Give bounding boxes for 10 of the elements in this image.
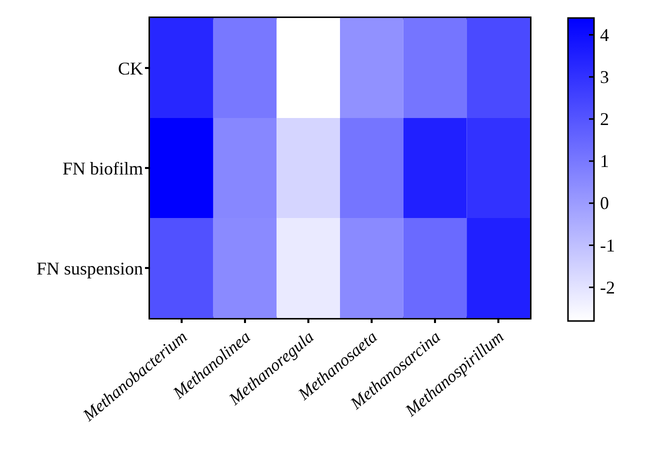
color-bar-label: -2 (600, 277, 615, 298)
color-bar-label: 1 (600, 151, 609, 172)
color-bar-label: -1 (600, 235, 615, 256)
color-bar-label: 0 (600, 193, 609, 214)
y-tick-label: FN suspension (36, 258, 143, 278)
color-bar-label: 4 (600, 24, 609, 45)
y-tick-label: CK (118, 58, 143, 78)
y-tick-label: FN biofilm (62, 158, 143, 178)
color-bar-label: 3 (600, 66, 609, 87)
color-bar-label: 2 (600, 109, 609, 129)
